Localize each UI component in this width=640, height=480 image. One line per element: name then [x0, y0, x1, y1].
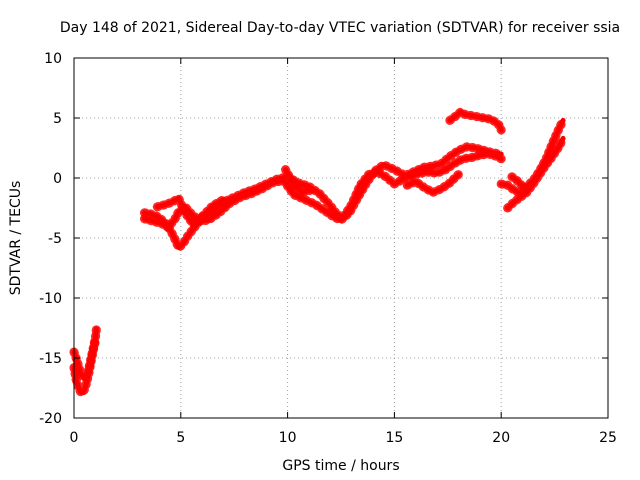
y-tick-label: -20: [39, 411, 62, 427]
x-tick-label: 10: [279, 430, 297, 446]
y-tick-label: -15: [39, 351, 62, 367]
data-series-group: [69, 107, 568, 398]
series-markers-seg-day-c: [152, 193, 228, 230]
series-markers-seg-day-e: [402, 169, 463, 197]
series-markers-seg-late-c: [507, 172, 530, 194]
x-tick-label: 15: [385, 430, 403, 446]
y-tick-label: 5: [53, 111, 62, 127]
y-axis-label: SDTVAR / TECUs: [8, 181, 24, 296]
x-tick-label: 5: [176, 430, 185, 446]
series-markers-seg-early-b: [69, 336, 100, 398]
x-axis-label: GPS time / hours: [282, 458, 399, 474]
series-markers-seg-day-d: [281, 165, 316, 197]
y-tick-label: -5: [48, 231, 62, 247]
x-tick-label: 20: [492, 430, 510, 446]
x-tick-label: 25: [599, 430, 617, 446]
x-tick-labels: 0 5 10 15 20 25: [70, 430, 617, 446]
series-markers-seg-late-b: [503, 133, 568, 213]
y-tick-label: -10: [39, 291, 62, 307]
y-tick-labels: -20 -15 -10 -5 0 5 10: [39, 51, 62, 427]
series-markers-seg-high: [445, 107, 506, 135]
series-markers-seg-day-a: [140, 149, 506, 253]
chart-title: Day 148 of 2021, Sidereal Day-to-day VTE…: [60, 20, 620, 36]
axis-ticks: [73, 57, 609, 419]
y-tick-label: 0: [53, 171, 62, 187]
y-tick-label: 10: [44, 51, 62, 67]
x-tick-label: 0: [70, 430, 79, 446]
grid-lines: [74, 58, 608, 418]
